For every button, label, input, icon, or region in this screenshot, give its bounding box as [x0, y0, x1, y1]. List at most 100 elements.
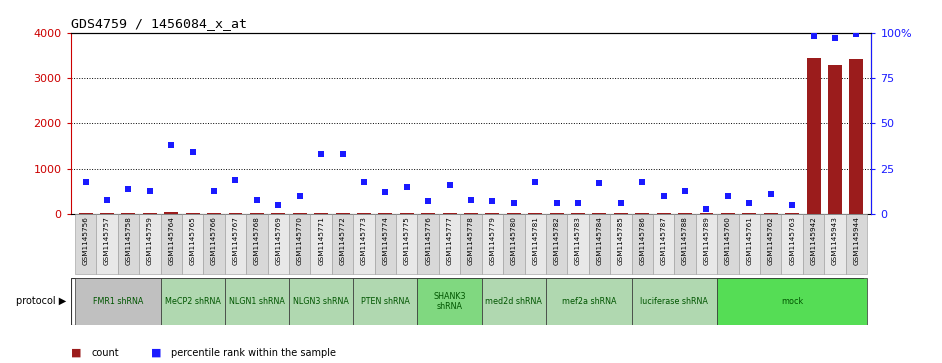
Text: GSM1145784: GSM1145784: [596, 216, 603, 265]
Point: [164, 142, 179, 148]
Bar: [203, 214, 225, 274]
Bar: [803, 214, 824, 274]
Point: [378, 189, 393, 195]
Text: GSM1145786: GSM1145786: [640, 216, 645, 265]
Bar: [846, 214, 867, 274]
Text: GSM1145760: GSM1145760: [725, 216, 731, 265]
Text: GSM1145785: GSM1145785: [618, 216, 624, 265]
Bar: [764, 213, 778, 214]
Point: [677, 188, 692, 193]
Bar: [464, 213, 478, 214]
Bar: [160, 278, 225, 325]
Text: GSM1145766: GSM1145766: [211, 216, 217, 265]
Text: GSM1145759: GSM1145759: [147, 216, 153, 265]
Bar: [481, 214, 503, 274]
Text: GSM1145756: GSM1145756: [83, 216, 89, 265]
Bar: [742, 213, 756, 214]
Point: [485, 199, 500, 204]
Text: SHANK3
shRNA: SHANK3 shRNA: [433, 291, 466, 311]
Bar: [678, 213, 692, 214]
Text: GSM1145768: GSM1145768: [254, 216, 260, 265]
Text: ■: ■: [71, 347, 81, 358]
Bar: [417, 214, 439, 274]
Bar: [250, 213, 264, 214]
Text: luciferase shRNA: luciferase shRNA: [641, 297, 708, 306]
Text: GSM1145776: GSM1145776: [425, 216, 431, 265]
Bar: [786, 213, 799, 214]
Bar: [674, 214, 696, 274]
Point: [506, 200, 521, 206]
Bar: [443, 213, 457, 214]
Point: [699, 206, 714, 212]
Bar: [507, 213, 521, 214]
Bar: [571, 213, 585, 214]
Bar: [225, 214, 246, 274]
Text: GSM1145942: GSM1145942: [810, 216, 817, 265]
Point: [571, 200, 586, 206]
Text: percentile rank within the sample: percentile rank within the sample: [171, 347, 336, 358]
Text: GSM1145763: GSM1145763: [789, 216, 795, 265]
Point: [849, 32, 864, 37]
Bar: [164, 212, 178, 214]
Text: GSM1145775: GSM1145775: [404, 216, 410, 265]
Point: [228, 177, 243, 183]
Text: GSM1145764: GSM1145764: [169, 216, 174, 265]
Text: NLGN3 shRNA: NLGN3 shRNA: [293, 297, 349, 306]
Text: GSM1145780: GSM1145780: [511, 216, 517, 265]
Bar: [546, 278, 631, 325]
Text: GSM1145772: GSM1145772: [339, 216, 346, 265]
Bar: [75, 278, 160, 325]
Point: [314, 151, 329, 157]
Bar: [610, 214, 631, 274]
Bar: [75, 214, 96, 274]
Bar: [631, 214, 653, 274]
Point: [635, 179, 650, 184]
Text: GSM1145770: GSM1145770: [297, 216, 302, 265]
Text: GSM1145781: GSM1145781: [532, 216, 538, 265]
Bar: [528, 213, 543, 214]
Text: PTEN shRNA: PTEN shRNA: [361, 297, 410, 306]
Text: GSM1145774: GSM1145774: [382, 216, 388, 265]
Bar: [289, 278, 353, 325]
Bar: [139, 214, 160, 274]
Bar: [567, 214, 589, 274]
Bar: [635, 213, 649, 214]
Bar: [100, 213, 114, 214]
Bar: [824, 214, 846, 274]
Bar: [593, 213, 607, 214]
Text: GSM1145762: GSM1145762: [768, 216, 773, 265]
Point: [186, 150, 201, 155]
Text: GSM1145773: GSM1145773: [361, 216, 367, 265]
Bar: [503, 214, 525, 274]
Point: [335, 151, 350, 157]
Point: [721, 193, 736, 199]
Bar: [760, 214, 782, 274]
Bar: [182, 214, 203, 274]
Bar: [589, 214, 610, 274]
Bar: [143, 213, 156, 214]
Bar: [311, 214, 332, 274]
Bar: [782, 214, 803, 274]
Point: [592, 180, 607, 186]
Text: GSM1145765: GSM1145765: [189, 216, 196, 265]
Bar: [357, 213, 371, 214]
Text: ■: ■: [151, 347, 161, 358]
Bar: [225, 278, 289, 325]
Bar: [485, 213, 499, 214]
Bar: [421, 213, 435, 214]
Bar: [122, 213, 136, 214]
Text: GSM1145782: GSM1145782: [554, 216, 560, 265]
Point: [421, 199, 436, 204]
Point: [78, 179, 93, 184]
Text: GSM1145787: GSM1145787: [660, 216, 667, 265]
Text: GSM1145783: GSM1145783: [575, 216, 581, 265]
Text: mock: mock: [781, 297, 804, 306]
Bar: [335, 213, 349, 214]
Text: MeCP2 shRNA: MeCP2 shRNA: [165, 297, 220, 306]
Bar: [546, 214, 567, 274]
Bar: [657, 213, 671, 214]
Bar: [375, 214, 396, 274]
Point: [741, 200, 756, 206]
Bar: [700, 213, 713, 214]
Point: [356, 179, 371, 184]
